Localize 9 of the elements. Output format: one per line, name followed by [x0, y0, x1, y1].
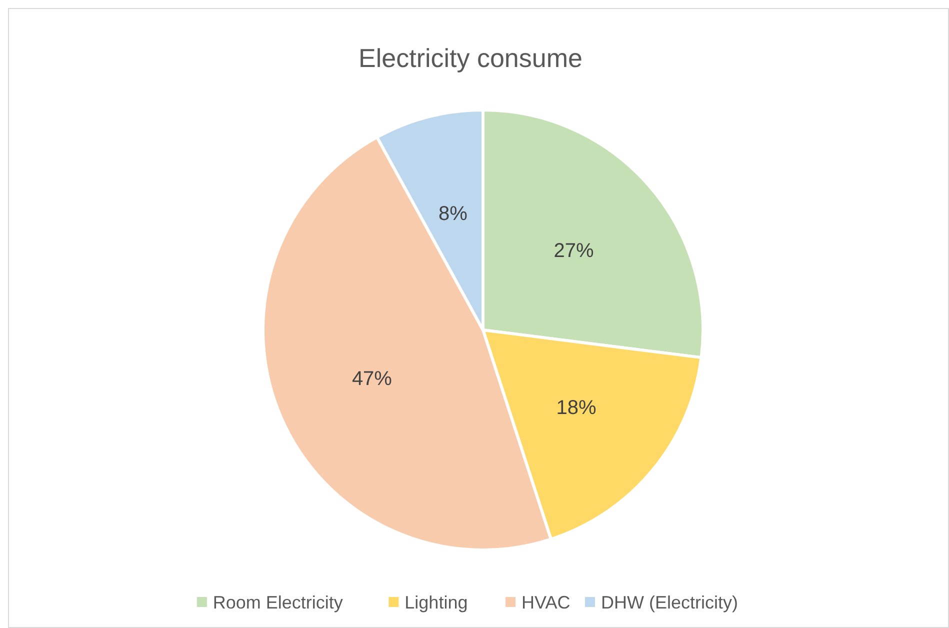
- data-label: 27%: [554, 240, 594, 262]
- legend-label: Room Electricity: [212, 592, 343, 612]
- data-label: 8%: [438, 202, 468, 225]
- data-label: 47%: [352, 368, 392, 390]
- legend-label: Lighting: [404, 592, 468, 612]
- legend-label: DHW (Electricity): [600, 592, 738, 612]
- chart-title: Electricity consume: [358, 43, 582, 74]
- data-label: 18%: [556, 397, 596, 420]
- legend-label: HVAC: [522, 592, 570, 612]
